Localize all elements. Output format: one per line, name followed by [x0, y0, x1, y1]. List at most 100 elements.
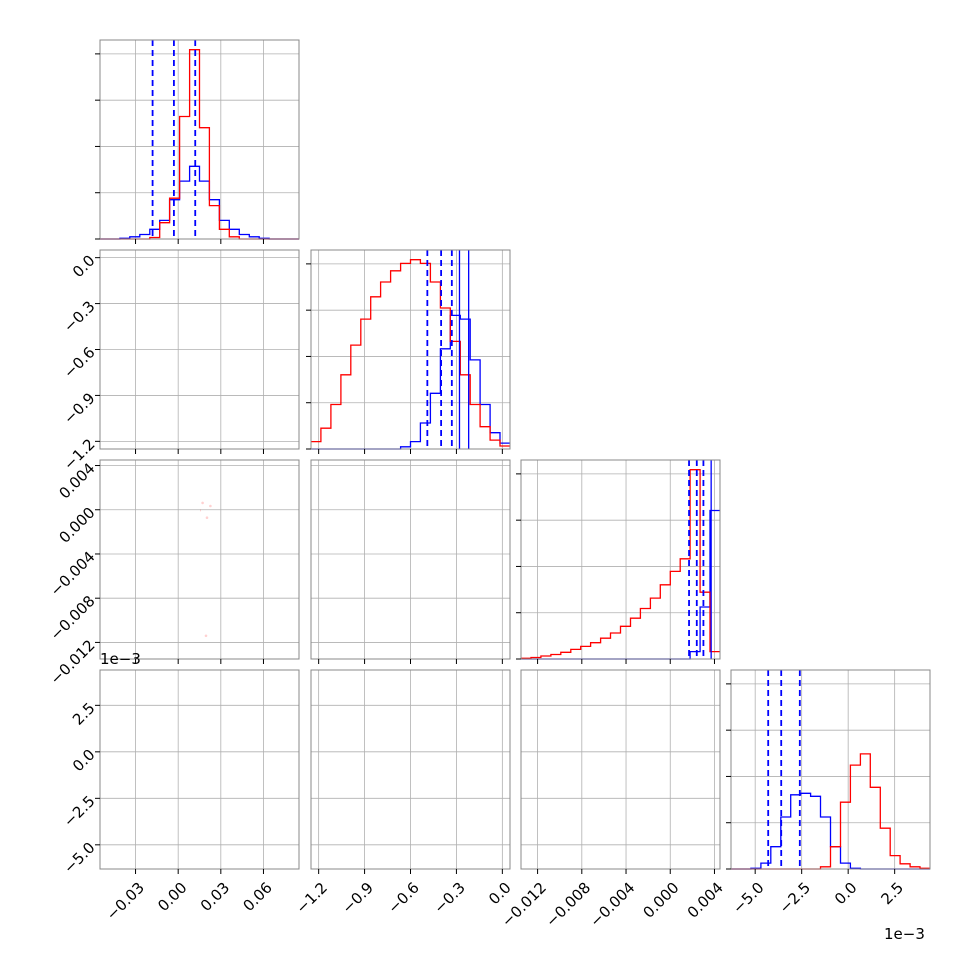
- scatter-point-red: [848, 689, 851, 692]
- histogram-step: [100, 49, 299, 240]
- scatter-point-red: [205, 480, 208, 483]
- scatter-point-red: [397, 617, 400, 620]
- scatter-point-blue: [415, 788, 418, 791]
- scatter-point-red: [194, 423, 197, 426]
- scatter-point-blue: [243, 490, 246, 493]
- contour-red: [152, 457, 211, 603]
- contour-red: [160, 476, 204, 584]
- scatter-point-blue: [123, 323, 126, 326]
- scatter-point-red: [157, 533, 160, 536]
- scatter-point-blue: [503, 522, 506, 525]
- scatter-point-red: [149, 820, 152, 823]
- scatter-point-blue: [190, 274, 193, 277]
- scatter-point-red: [185, 814, 188, 817]
- scatter-point-blue: [499, 513, 502, 516]
- scatter-point-blue: [420, 753, 423, 756]
- scatter-point-blue: [492, 503, 495, 506]
- scatter-point-red: [191, 488, 194, 491]
- scatter-point-blue: [397, 461, 400, 464]
- scatter-point-blue: [237, 795, 240, 798]
- scatter-point-red: [180, 709, 183, 712]
- scatter-point-blue: [205, 335, 208, 338]
- scatter-point-blue: [173, 820, 176, 823]
- scatter-point-blue: [473, 462, 476, 465]
- scatter-point-blue: [127, 288, 130, 291]
- scatter-point-red: [137, 697, 140, 700]
- scatter-point-blue: [140, 819, 143, 822]
- contour-red: [159, 283, 204, 446]
- scatter-point-red: [210, 413, 213, 416]
- scatter-point-red: [458, 757, 461, 760]
- scatter-point-blue: [701, 811, 704, 814]
- scatter-point-red: [288, 664, 291, 667]
- scatter-point-blue: [666, 818, 669, 821]
- scatter-point-red: [223, 760, 226, 763]
- scatter-point-blue: [178, 478, 181, 481]
- scatter-point-red: [487, 779, 490, 782]
- scatter-point-red: [407, 717, 410, 720]
- scatter-point-red: [181, 299, 184, 302]
- scatter-point-red: [171, 258, 174, 261]
- x-tick-label: −0.9: [338, 879, 376, 917]
- scatter-point-red: [541, 682, 544, 685]
- scatter-point-blue: [693, 831, 696, 834]
- scatter-point-blue: [495, 477, 498, 480]
- scatter-point-blue: [444, 787, 447, 790]
- scatter-point-red: [354, 737, 357, 740]
- scatter-point-red: [201, 341, 204, 344]
- scatter-point-blue: [483, 489, 486, 492]
- scatter-point-red: [149, 701, 152, 704]
- scatter-point-blue: [689, 784, 692, 787]
- density-fill-blue: [411, 473, 498, 504]
- scatter-point-blue: [175, 493, 178, 496]
- scatter-point-blue: [200, 355, 203, 358]
- scatter-point-blue: [168, 329, 171, 332]
- scatter-point-red: [180, 397, 183, 400]
- scatter-point-blue: [129, 319, 132, 322]
- scatter-point-red: [237, 623, 240, 626]
- scatter-point-red: [213, 714, 216, 717]
- scatter-point-blue: [483, 495, 486, 498]
- scatter-point-red: [416, 738, 419, 741]
- scatter-point-red: [201, 486, 204, 489]
- scatter-point-red: [768, 767, 771, 770]
- scatter-point-red: [361, 549, 364, 552]
- scatter-point-blue: [149, 822, 152, 825]
- scatter-point-red: [201, 683, 204, 686]
- scatter-point-blue: [499, 492, 502, 495]
- scatter-point-red: [285, 829, 288, 832]
- scatter-point-red: [418, 816, 421, 819]
- scatter-point-red: [222, 409, 225, 412]
- scatter-point-red: [276, 592, 279, 595]
- scatter-point-blue: [165, 822, 168, 825]
- scatter-point-blue: [689, 805, 692, 808]
- scatter-point-blue: [172, 307, 175, 310]
- scatter-point-red: [306, 778, 309, 781]
- scatter-point-red: [168, 444, 171, 447]
- scatter-point-red: [567, 717, 570, 720]
- scatter-point-red: [706, 783, 709, 786]
- scatter-point-red: [175, 294, 178, 297]
- scatter-point-blue: [396, 476, 399, 479]
- scatter-point-red: [437, 721, 440, 724]
- scatter-point-blue: [130, 331, 133, 334]
- scatter-point-red: [190, 411, 193, 414]
- scatter-point-blue: [460, 870, 463, 873]
- scatter-point-red: [450, 693, 453, 696]
- scatter-point-blue: [159, 324, 162, 327]
- scatter-point-red: [228, 573, 231, 576]
- scatter-point-red: [247, 760, 250, 763]
- scatter-point-blue: [119, 319, 122, 322]
- scatter-point-blue: [249, 852, 252, 855]
- scatter-point-red: [156, 826, 159, 829]
- density-fill-red: [550, 711, 713, 800]
- scatter-point-blue: [673, 767, 676, 770]
- scatter-point-red: [239, 529, 242, 532]
- scatter-point-red: [224, 461, 227, 464]
- scatter-point-blue: [707, 757, 710, 760]
- scatter-point-red: [159, 756, 162, 759]
- scatter-point-red: [186, 769, 189, 772]
- scatter-point-red: [325, 702, 328, 705]
- scatter-point-red: [166, 513, 169, 516]
- scatter-point-red: [150, 566, 153, 569]
